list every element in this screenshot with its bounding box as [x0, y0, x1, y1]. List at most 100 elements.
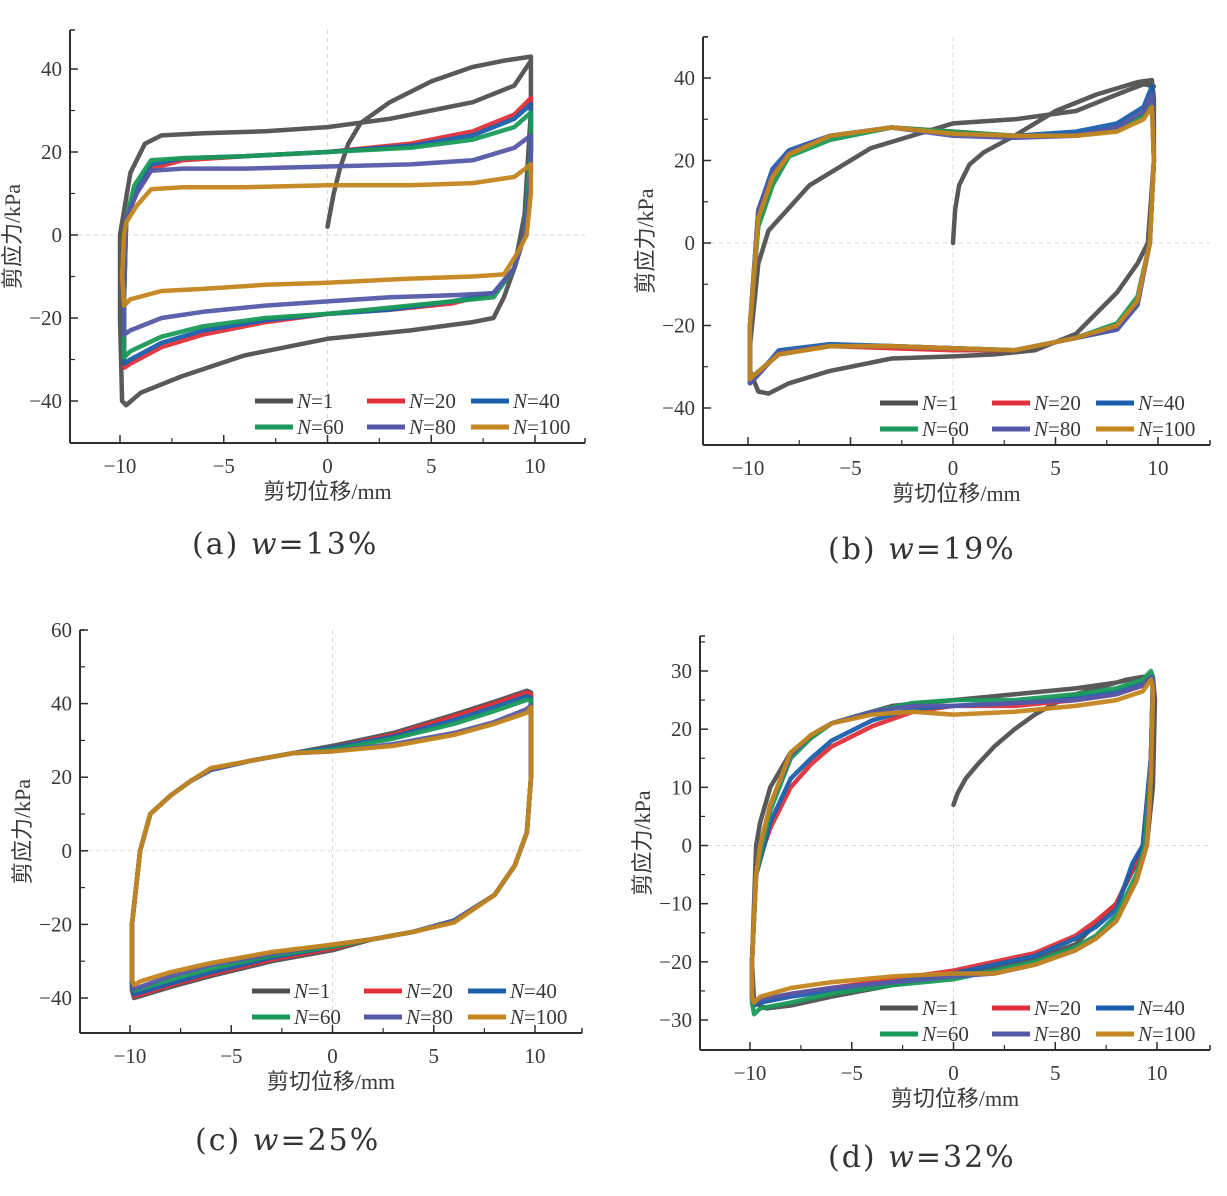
legend-item: N=1 [255, 389, 333, 413]
legend-label: N=20 [405, 979, 453, 1003]
legend-label: N=100 [1137, 417, 1195, 441]
series-group [747, 77, 1157, 396]
caption-a-value: =13% [278, 527, 379, 562]
x-tick-label: 5 [426, 454, 437, 478]
caption-b-prefix: (b) [828, 532, 889, 567]
subplot-b: −10 −5 0 5 10 −40 −20 0 20 40 剪切位移/mm 剪应力/kPa N=1 N=2… [620, 0, 1227, 590]
x-tick-label: 5 [429, 1044, 440, 1068]
legend-item: N=80 [992, 417, 1081, 441]
x-tick-label: −10 [104, 454, 137, 478]
caption-a-var: w [250, 527, 279, 562]
y-axis-title: 剪应力/kPa [633, 188, 658, 293]
x-tick-label: −5 [213, 454, 235, 478]
legend-label: N=20 [1033, 996, 1081, 1020]
x-tick-label: 10 [1147, 1061, 1168, 1085]
caption-c-value: =25% [280, 1123, 381, 1158]
legend-label: N=20 [1033, 391, 1081, 415]
y-axis-title: 剪应力/kPa [0, 184, 25, 289]
y-tick-label: 40 [51, 692, 72, 716]
legend-label: N=1 [293, 979, 330, 1003]
y-axis-title: 剪应力/kPa [10, 779, 35, 884]
legend-label: N=80 [1033, 417, 1081, 441]
x-tick-label: 10 [525, 454, 546, 478]
plot-d-svg: −10 −5 0 5 10 −30 −20 −10 0 10 20 30 剪切位移/mm 剪应力/kPa N… [630, 635, 1211, 1111]
x-tick-label: 0 [327, 1044, 338, 1068]
series-line-n-20 [129, 690, 534, 999]
y-tick-label: −20 [659, 950, 692, 974]
legend-item: N=20 [992, 996, 1081, 1020]
x-tick-label: 0 [948, 1061, 959, 1085]
series-line-n-80 [749, 674, 1156, 1005]
caption-c: (c) w=25% [195, 1123, 380, 1158]
caption-a: (a) w=13% [192, 527, 378, 562]
legend-item: N=20 [364, 979, 453, 1003]
legend-item: N=60 [255, 415, 344, 439]
y-tick-label: −20 [29, 306, 62, 330]
legend-item: N=80 [367, 415, 456, 439]
legend-label: N=100 [509, 1005, 567, 1029]
series-line-n-60 [749, 668, 1156, 1017]
series-group [117, 54, 534, 408]
legend-label: N=60 [921, 417, 969, 441]
series-line-n-1 [129, 688, 534, 1001]
series-group [129, 688, 534, 1001]
caption-a-prefix: (a) [192, 527, 251, 562]
legend-item: N=40 [1096, 391, 1185, 415]
y-tick-label: 40 [674, 66, 695, 90]
y-tick-label: 20 [51, 765, 72, 789]
series-line-n-1 [117, 54, 534, 408]
x-axis-title: 剪切位移/mm [892, 481, 1020, 506]
y-tick-label: −20 [39, 912, 72, 936]
legend-item: N=100 [468, 1005, 567, 1029]
series-line-n-100 [747, 104, 1157, 382]
x-tick-label: 10 [525, 1044, 546, 1068]
plot-b-svg: −10 −5 0 5 10 −40 −20 0 20 40 剪切位移/mm 剪应力/kPa N=1 N=2… [633, 36, 1211, 506]
y-tick-label: 0 [62, 839, 73, 863]
legend-item: N=60 [880, 1022, 969, 1046]
legend-item: N=1 [880, 391, 958, 415]
caption-d-prefix: (d) [828, 1140, 889, 1175]
subplot-d: −10 −5 0 5 10 −30 −20 −10 0 10 20 30 剪切位移/mm 剪应力/kPa N… [620, 600, 1227, 1196]
legend-item: N=80 [992, 1022, 1081, 1046]
caption-d-var: w [888, 1140, 916, 1175]
legend-label: N=60 [921, 1022, 969, 1046]
caption-b: (b) w=19% [828, 532, 1016, 567]
legend-label: N=1 [296, 389, 333, 413]
x-axis-title: 剪切位移/mm [267, 1069, 395, 1094]
y-tick-label: 0 [685, 231, 696, 255]
y-tick-label: 30 [671, 659, 692, 683]
y-tick-label: 0 [52, 223, 63, 247]
legend-label: N=40 [509, 979, 557, 1003]
y-tick-label: 60 [51, 618, 72, 642]
x-tick-label: 0 [948, 456, 959, 480]
legend-item: N=1 [880, 996, 958, 1020]
series-line-n-1 [747, 77, 1157, 396]
legend-label: N=100 [1137, 1022, 1195, 1046]
x-tick-label: 5 [1050, 1061, 1061, 1085]
legend-label: N=40 [1137, 996, 1185, 1020]
legend-item: N=100 [1096, 1022, 1195, 1046]
series-group [749, 668, 1158, 1017]
y-axis-title: 剪应力/kPa [630, 790, 655, 895]
legend-item: N=100 [471, 415, 570, 439]
caption-b-var: w [888, 532, 916, 567]
caption-b-value: =19% [915, 532, 1016, 567]
x-axis-title: 剪切位移/mm [891, 1086, 1019, 1111]
legend-item: N=40 [471, 389, 560, 413]
x-tick-label: −5 [841, 1061, 863, 1085]
x-axis-title: 剪切位移/mm [263, 479, 391, 504]
legend-label: N=20 [408, 389, 456, 413]
caption-d-value: =32% [915, 1140, 1016, 1175]
x-tick-label: −5 [220, 1044, 242, 1068]
legend-item: N=80 [364, 1005, 453, 1029]
series-line-n-100 [119, 162, 534, 308]
legend-label: N=40 [512, 389, 560, 413]
x-tick-label: −5 [839, 456, 861, 480]
y-tick-label: −30 [659, 1008, 692, 1032]
y-tick-label: −40 [662, 396, 695, 420]
legend: N=1 N=20 N=40 N=60 N=80 N=100 [255, 389, 570, 439]
legend-item: N=60 [252, 1005, 341, 1029]
legend-label: N=40 [1137, 391, 1185, 415]
series-line-n-20 [749, 674, 1156, 1008]
